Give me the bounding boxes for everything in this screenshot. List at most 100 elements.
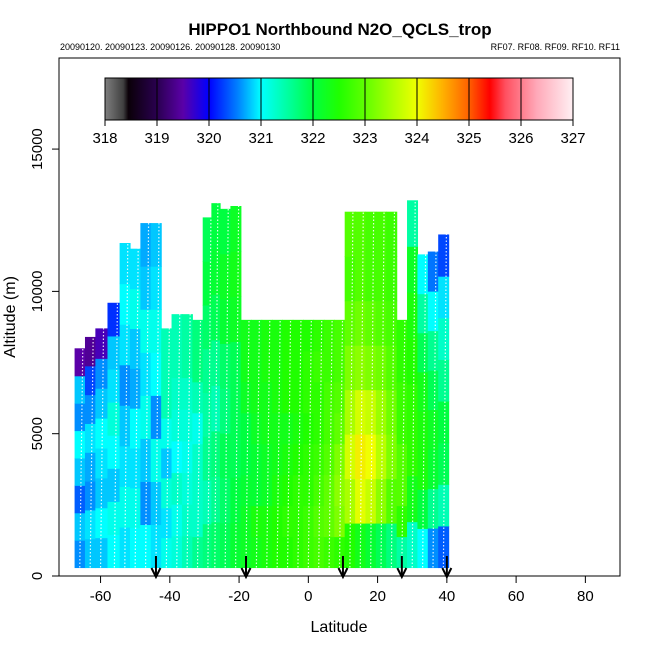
heatmap-cell — [334, 412, 346, 445]
flight-profile-line — [266, 319, 271, 568]
latitude-arrow — [150, 556, 162, 580]
heatmap-cell — [202, 261, 212, 306]
heatmap-cell — [313, 412, 325, 445]
heatmap-cell — [355, 345, 367, 391]
heatmap-cell — [427, 291, 439, 332]
flight-profile-line — [442, 234, 447, 568]
heatmap-cell — [344, 211, 356, 257]
colorbar-tick-label: 318 — [92, 130, 117, 147]
colorbar-tick-label: 319 — [144, 130, 169, 147]
heatmap-cell — [230, 206, 242, 252]
heatmap-cell — [271, 319, 283, 352]
heatmap-cell — [140, 223, 152, 267]
heatmap-cell — [438, 317, 450, 360]
heatmap-cell — [95, 358, 109, 389]
heatmap-cell — [355, 478, 367, 524]
heatmap-cell — [161, 418, 173, 449]
colorbar-tick-label: 321 — [248, 130, 273, 147]
heatmap-cell — [171, 409, 183, 442]
heatmap-cell — [107, 468, 121, 502]
heatmap-cell — [74, 348, 86, 377]
heatmap-cell — [171, 440, 183, 474]
flight-profile-line — [235, 205, 240, 568]
heatmap-cell — [396, 319, 408, 352]
heatmap-cell — [107, 435, 121, 469]
heatmap-cell — [386, 389, 398, 435]
heatmap-cell — [240, 474, 252, 507]
heatmap-cell — [417, 371, 429, 412]
heatmap-cell — [129, 487, 141, 529]
heatmap-cell — [140, 309, 152, 353]
flight-profile-line — [401, 319, 406, 568]
heatmap-cell — [220, 432, 232, 479]
x-axis: -60 -40 -20 0 20 40 60 80 — [90, 576, 594, 605]
heatmap-cell — [181, 535, 193, 569]
y-axis: 0 5000 10000 15000 — [29, 128, 59, 580]
flight-profile-line — [155, 223, 160, 568]
heatmap-cell — [140, 438, 152, 482]
heatmap-cell — [407, 292, 419, 339]
heatmap-cell — [427, 488, 439, 529]
heatmap-cell — [150, 309, 162, 353]
heatmap-cell — [292, 319, 304, 352]
flight-profile-line — [196, 319, 202, 568]
heatmap-cell — [129, 368, 141, 409]
x-tick-label: 60 — [508, 588, 525, 605]
heatmap-cell — [396, 474, 408, 507]
heatmap-cell — [355, 211, 367, 257]
heatmap-cell — [107, 368, 121, 403]
heatmap-cell — [375, 434, 387, 480]
heatmap-cell — [251, 443, 263, 476]
heatmap-cell — [344, 256, 356, 302]
heatmap-cell — [282, 474, 294, 507]
heatmap-cell — [251, 474, 263, 507]
heatmap-cell — [417, 293, 429, 334]
flight-track-lines — [79, 200, 447, 568]
heatmap-cell — [171, 504, 183, 537]
x-tick-label: 80 — [577, 588, 594, 605]
heatmap-cell — [84, 394, 96, 424]
data-cells — [74, 200, 450, 569]
heatmap-cell — [407, 429, 419, 477]
flight-profile-line — [255, 319, 260, 568]
heatmap-cell — [140, 266, 152, 310]
heatmap-cell — [181, 377, 193, 410]
heatmap-cell — [271, 381, 283, 414]
x-tick-label: 0 — [304, 588, 312, 605]
heatmap-cell — [396, 412, 408, 445]
heatmap-cell — [211, 248, 221, 295]
flight-profile-line — [286, 319, 292, 568]
heatmap-cell — [230, 296, 242, 343]
heatmap-cell — [334, 381, 346, 414]
heatmap-cell — [161, 507, 173, 539]
heatmap-cell — [407, 475, 419, 523]
heatmap-cell — [230, 386, 242, 433]
flight-profile-line — [79, 348, 84, 568]
heatmap-cell — [240, 319, 252, 352]
heatmap-cell — [261, 381, 273, 414]
heatmap-cell — [386, 211, 398, 257]
heatmap-cell — [161, 388, 173, 419]
heatmap-cell — [282, 381, 294, 414]
heatmap-cell — [365, 211, 377, 257]
heatmap-cell — [323, 474, 335, 507]
flight-profile-line — [224, 208, 229, 568]
flight-dates: 20090120. 20090123. 20090126. 20090128. … — [60, 42, 280, 52]
heatmap-cell — [344, 434, 356, 480]
heatmap-cell — [107, 501, 121, 535]
flight-profile-line — [432, 251, 437, 568]
heatmap-cell — [303, 319, 315, 352]
y-tick-label: 15000 — [29, 128, 46, 170]
heatmap-cell — [140, 395, 152, 439]
heatmap-cell — [211, 294, 221, 341]
flight-profile-line — [214, 203, 219, 568]
colorbar-tick-label: 322 — [300, 130, 325, 147]
y-axis-label: Altitude (m) — [2, 276, 19, 358]
heatmap-cell — [282, 443, 294, 476]
heatmap-cell — [417, 410, 429, 451]
heatmap-cell — [95, 507, 109, 539]
heatmap-cell — [303, 350, 315, 383]
heatmap-cell — [407, 200, 419, 247]
heatmap-cell — [192, 474, 204, 507]
heatmap-cell — [375, 256, 387, 302]
